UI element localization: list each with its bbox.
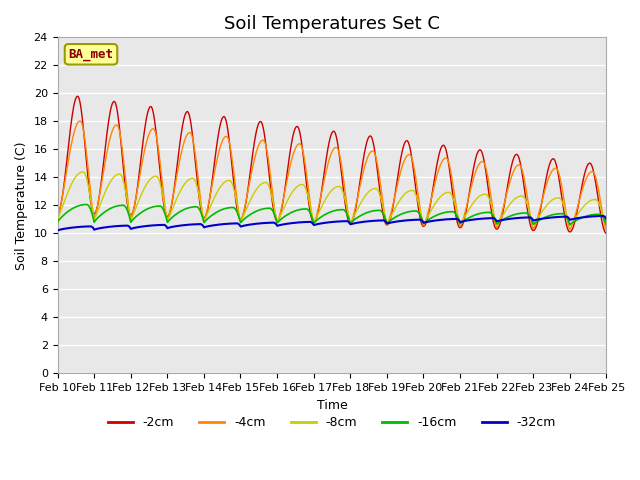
- Y-axis label: Soil Temperature (C): Soil Temperature (C): [15, 141, 28, 270]
- Title: Soil Temperatures Set C: Soil Temperatures Set C: [224, 15, 440, 33]
- X-axis label: Time: Time: [317, 398, 348, 412]
- Legend: -2cm, -4cm, -8cm, -16cm, -32cm: -2cm, -4cm, -8cm, -16cm, -32cm: [103, 411, 561, 434]
- Text: BA_met: BA_met: [68, 48, 113, 61]
